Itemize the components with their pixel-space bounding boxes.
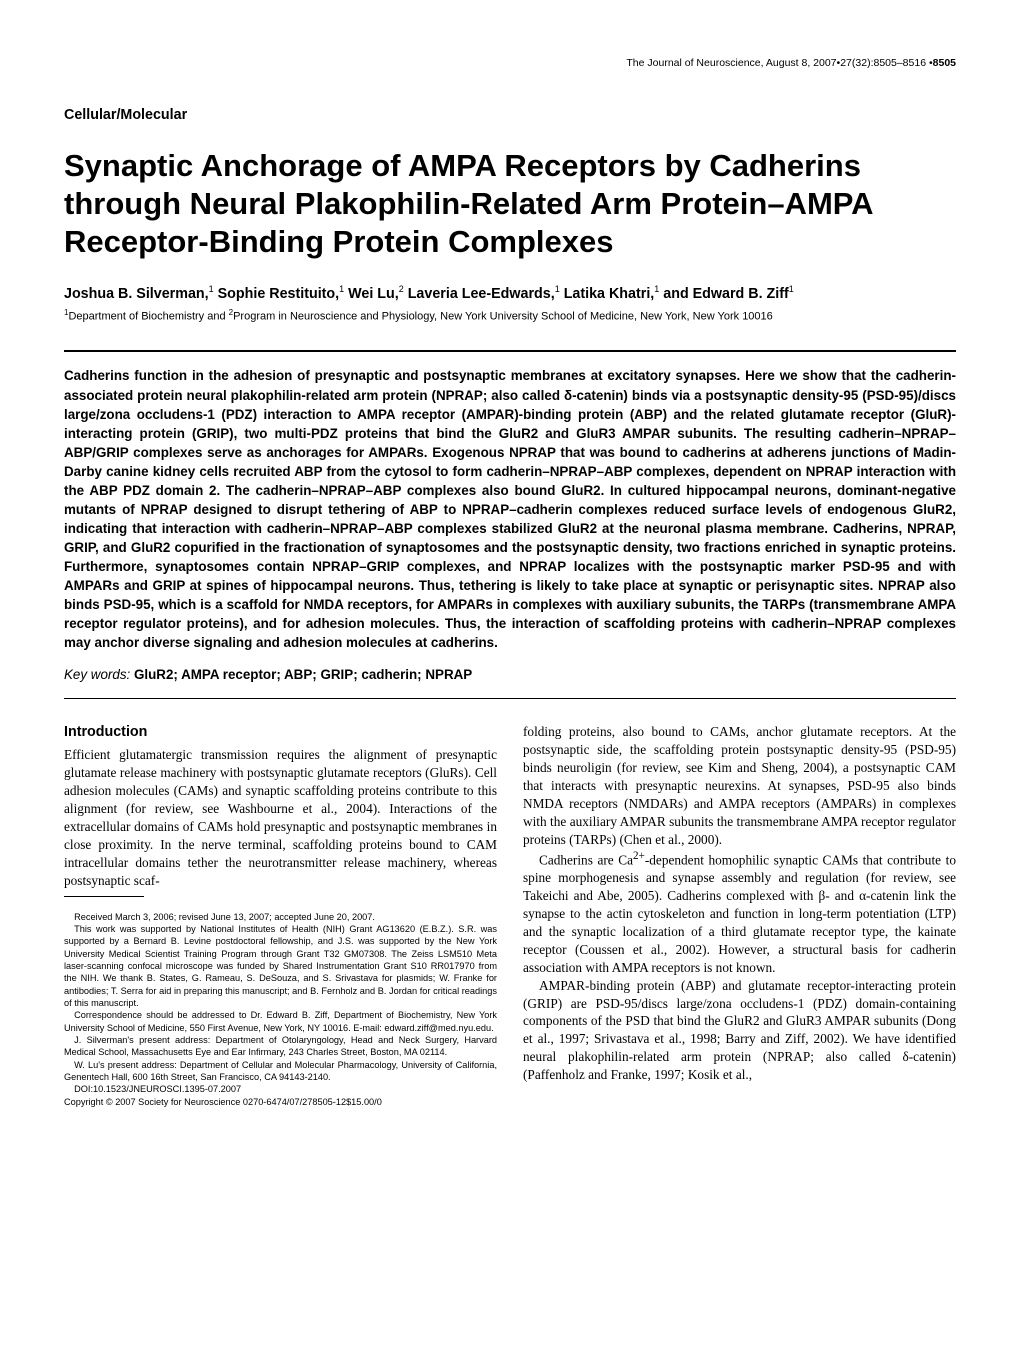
two-column-body: Introduction Efficient glutamatergic tra… <box>64 723 956 1108</box>
footnote-funding: This work was supported by National Inst… <box>64 923 497 1009</box>
footnotes: Received March 3, 2006; revised June 13,… <box>64 911 497 1108</box>
affiliations: 1Department of Biochemistry and 2Program… <box>64 308 956 325</box>
column-right: folding proteins, also bound to CAMs, an… <box>523 723 956 1108</box>
footnote-correspondence: Correspondence should be addressed to Dr… <box>64 1009 497 1034</box>
running-head-pageno: 8505 <box>933 56 956 70</box>
running-head-journal: The Journal of Neuroscience, August 8, 2… <box>626 56 836 70</box>
introduction-heading: Introduction <box>64 723 497 742</box>
introduction-text-left: Efficient glutamatergic transmission req… <box>64 746 497 890</box>
running-head: The Journal of Neuroscience, August 8, 2… <box>64 56 956 70</box>
intro-col1-p1: Efficient glutamatergic transmission req… <box>64 746 497 890</box>
footnote-doi: DOI:10.1523/JNEUROSCI.1395-07.2007 <box>64 1083 497 1095</box>
abstract: Cadherins function in the adhesion of pr… <box>64 366 956 651</box>
rule-bottom <box>64 698 956 699</box>
rule-top <box>64 350 956 352</box>
keywords-label: Key words: <box>64 667 130 682</box>
footnote-copyright: Copyright © 2007 Society for Neuroscienc… <box>64 1096 497 1108</box>
authors: Joshua B. Silverman,1 Sophie Restituito,… <box>64 283 956 304</box>
footnote-present1: J. Silverman's present address: Departme… <box>64 1034 497 1059</box>
footnote-rule <box>64 896 144 897</box>
intro-col2-p3: AMPAR-binding protein (ABP) and glutamat… <box>523 977 956 1085</box>
introduction-text-right: folding proteins, also bound to CAMs, an… <box>523 723 956 1084</box>
keywords-list: GluR2; AMPA receptor; ABP; GRIP; cadheri… <box>134 667 472 682</box>
intro-col2-p2: Cadherins are Ca2+-dependent homophilic … <box>523 849 956 977</box>
article-title: Synaptic Anchorage of AMPA Receptors by … <box>64 147 956 260</box>
footnote-received: Received March 3, 2006; revised June 13,… <box>64 911 497 923</box>
running-head-issue: 27(32):8505–8516 • <box>840 56 932 70</box>
column-left: Introduction Efficient glutamatergic tra… <box>64 723 497 1108</box>
intro-col2-p1: folding proteins, also bound to CAMs, an… <box>523 723 956 849</box>
keywords: Key words: GluR2; AMPA receptor; ABP; GR… <box>64 666 956 684</box>
section-label: Cellular/Molecular <box>64 106 956 125</box>
footnote-present2: W. Lu's present address: Department of C… <box>64 1059 497 1084</box>
